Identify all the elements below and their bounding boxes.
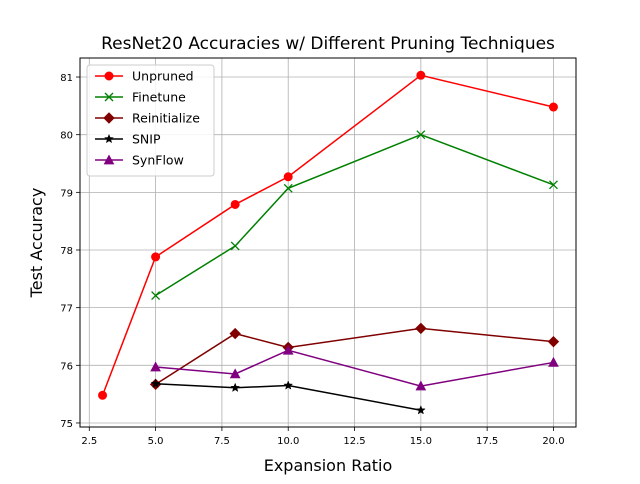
data-point-finetune-stroke <box>151 291 161 301</box>
data-point-unpruned <box>151 252 161 262</box>
data-point-synflow <box>282 344 294 355</box>
x-tick-label: 15.0 <box>410 436 432 447</box>
data-point-finetune <box>230 241 240 251</box>
legend-label-snip: SNIP <box>132 132 161 147</box>
data-point-unpruned <box>416 70 426 80</box>
x-tick-label: 10.0 <box>277 436 299 447</box>
axis-ticks: 2.5 5.0 7.5 10.0 12.5 15.0 17.5 20.0 75 76 77 78 79 8… <box>60 73 564 447</box>
legend-label-finetune: Finetune <box>132 90 186 105</box>
data-point-snip <box>283 380 294 390</box>
legend-item-unpruned: Unpruned <box>95 69 194 84</box>
y-tick-label: 75 <box>60 419 73 430</box>
legend-item-synflow: SynFlow <box>95 153 184 168</box>
y-axis-label: Test Accuracy <box>27 188 46 299</box>
data-point-reinitialize <box>415 322 427 335</box>
legend-marker-finetune <box>104 92 114 102</box>
data-point-unpruned <box>548 102 558 112</box>
plot-frame <box>79 57 577 428</box>
data-point-unpruned <box>98 390 108 400</box>
data-point-finetune-stroke <box>230 241 240 251</box>
series-line-snip <box>155 383 421 412</box>
y-tick-label: 78 <box>60 246 73 257</box>
data-point-snip <box>150 378 161 388</box>
legend-label-synflow: SynFlow <box>132 153 184 168</box>
x-tick-label: 2.5 <box>81 436 97 447</box>
data-point-finetune <box>416 130 426 140</box>
y-tick-label: 77 <box>60 304 73 315</box>
legend-marker-unpruned <box>104 71 114 81</box>
data-point-reinitialize <box>547 335 560 348</box>
data-point-synflow <box>548 356 559 367</box>
data-point-finetune-stroke <box>283 183 293 193</box>
data-point-snip <box>415 405 426 415</box>
series-finetune <box>151 130 558 301</box>
y-tick-label: 81 <box>60 73 73 84</box>
data-point-reinitialize <box>229 327 241 340</box>
series-synflow <box>150 344 559 391</box>
chart-title: ResNet20 Accuracies w/ Different Pruning… <box>101 34 555 54</box>
x-tick-label: 5.0 <box>148 436 164 447</box>
legend-label-reinitialize: Reinitialize <box>132 111 200 126</box>
legend-marker-reinitialize <box>103 112 115 124</box>
data-point-unpruned <box>283 172 293 182</box>
data-point-finetune <box>548 180 558 190</box>
data-point-synflow <box>415 380 427 391</box>
y-tick-label: 79 <box>60 188 73 199</box>
x-tick-label: 17.5 <box>476 436 498 447</box>
x-tick-label: 12.5 <box>343 436 365 447</box>
y-tick-label: 80 <box>60 131 73 142</box>
y-tick-label: 76 <box>60 361 73 372</box>
series-unpruned <box>98 70 558 400</box>
x-tick-label: 20.0 <box>542 436 564 447</box>
legend-marker-finetune-stroke <box>104 92 114 102</box>
series-snip <box>150 378 426 415</box>
data-point-unpruned <box>230 199 240 209</box>
legend-marker-snip <box>104 133 114 144</box>
data-point-synflow <box>229 368 241 379</box>
series-line-unpruned <box>101 74 554 396</box>
legend-marker-synflow <box>103 154 115 165</box>
series-layer <box>98 70 560 415</box>
x-tick-label: 7.5 <box>214 436 230 447</box>
legend-label-unpruned: Unpruned <box>132 69 194 84</box>
data-point-finetune <box>151 291 161 301</box>
data-point-finetune-stroke <box>416 130 426 140</box>
data-point-finetune-stroke <box>548 180 558 190</box>
legend-box <box>86 64 215 177</box>
legend-item-reinitialize: Reinitialize <box>95 111 200 126</box>
x-axis-label: Expansion Ratio <box>264 456 393 475</box>
data-point-snip <box>230 382 241 393</box>
legend: Unpruned Finetune Reinitialize SNIP SynFlow <box>86 64 215 177</box>
data-point-synflow <box>150 361 161 372</box>
data-point-finetune <box>283 183 293 193</box>
legend-item-snip: SNIP <box>95 132 161 147</box>
grid-lines <box>80 58 576 427</box>
legend-item-finetune: Finetune <box>95 90 186 105</box>
